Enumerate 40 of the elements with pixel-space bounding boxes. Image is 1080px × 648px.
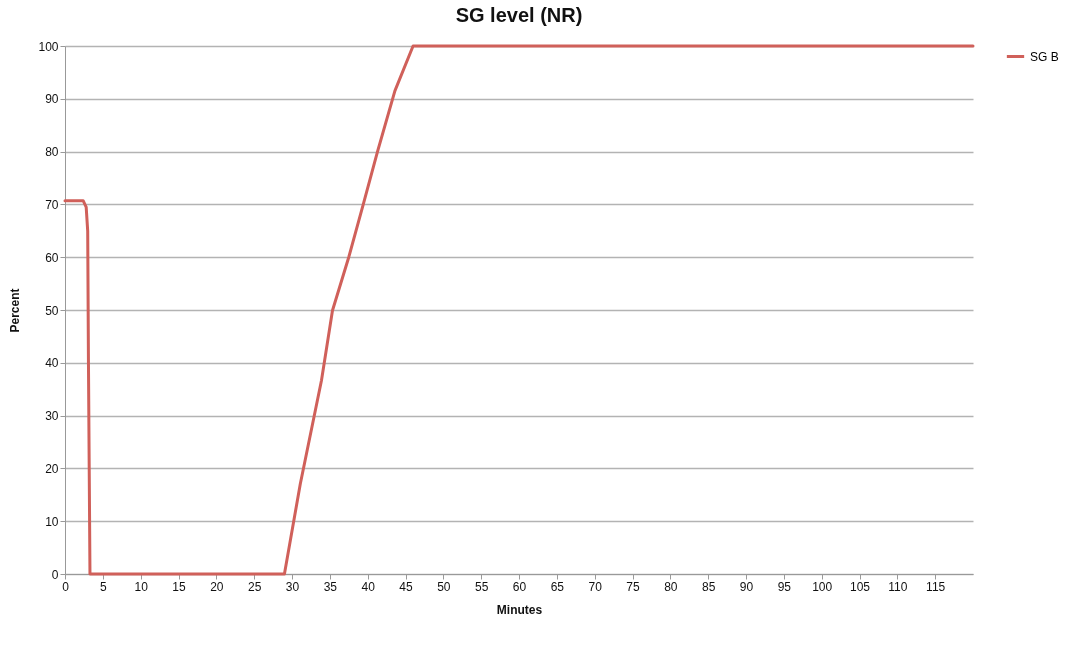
x-tick-label: 90	[739, 579, 754, 594]
x-tick-label: 40	[361, 579, 376, 594]
x-tick-label: 5	[99, 579, 107, 594]
y-tick-label: 10	[45, 514, 59, 529]
y-tick-label: 60	[45, 250, 59, 265]
x-tick-label: 70	[588, 579, 603, 594]
y-tick-label: 80	[45, 145, 59, 160]
x-tick-label: 65	[550, 579, 565, 594]
x-tick-label: 25	[247, 579, 262, 594]
x-tick-label: 15	[172, 579, 186, 594]
x-tick-label: 60	[512, 579, 527, 594]
x-tick-label: 115	[926, 579, 946, 594]
y-tick-label: 70	[45, 197, 59, 212]
x-tick-label: 75	[626, 579, 640, 594]
x-tick-label: 50	[437, 579, 451, 594]
y-tick-label: 100	[38, 39, 59, 54]
chart-title: SG level (NR)	[455, 4, 583, 26]
y-axis-title: Percent	[8, 288, 23, 333]
y-tick-label: 30	[45, 409, 59, 424]
x-tick-label: 10	[134, 579, 149, 594]
y-tick-label: 20	[45, 461, 59, 476]
x-tick-label: 55	[474, 579, 489, 594]
x-tick-label: 0	[62, 579, 70, 594]
x-tick-label: 80	[664, 579, 678, 594]
y-tick-label: 90	[45, 92, 59, 107]
legend-label: SG B	[1030, 49, 1059, 64]
x-tick-label: 105	[849, 579, 871, 594]
y-tick-label: 40	[45, 356, 59, 371]
y-tick-label: 0	[51, 567, 59, 582]
x-tick-label: 95	[777, 579, 792, 594]
line-series	[63, 44, 975, 576]
x-tick-label: 45	[399, 579, 413, 594]
y-tick-label: 50	[45, 303, 59, 318]
x-tick-label: 100	[812, 579, 833, 594]
x-axis-title: Minutes	[496, 602, 543, 617]
x-tick-label: 35	[323, 579, 338, 594]
x-tick-label: 85	[701, 579, 716, 594]
x-tick-label: 110	[888, 579, 908, 594]
x-tick-label: 20	[210, 579, 224, 594]
x-tick-label: 30	[285, 579, 300, 594]
